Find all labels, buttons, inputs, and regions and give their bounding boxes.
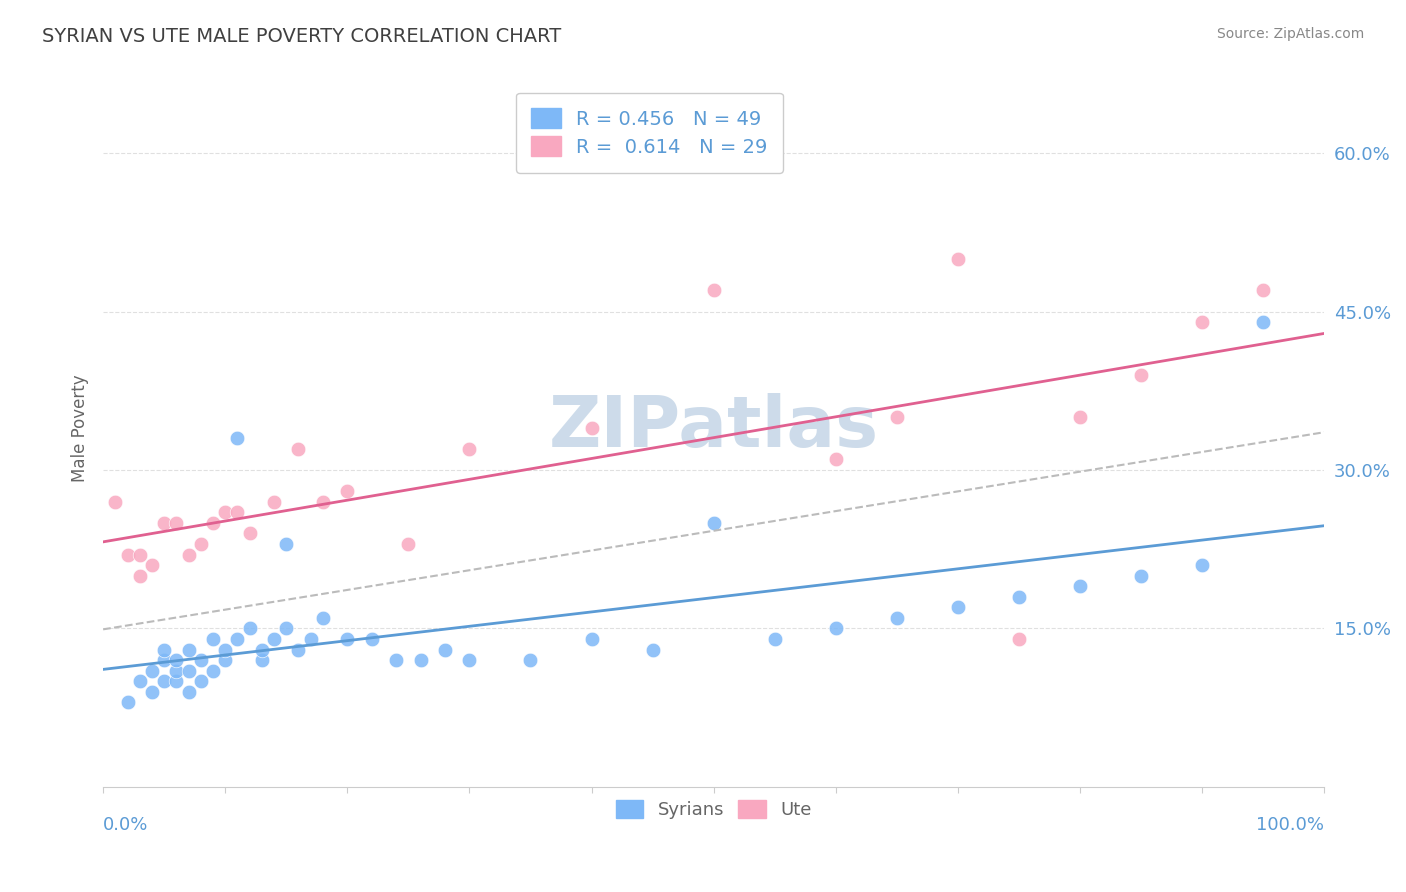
Point — [1191, 558, 1213, 572]
Point — [287, 642, 309, 657]
Point — [385, 653, 408, 667]
Point — [141, 685, 163, 699]
Point — [190, 653, 212, 667]
Point — [1251, 315, 1274, 329]
Point — [824, 452, 846, 467]
Point — [153, 653, 176, 667]
Point — [946, 600, 969, 615]
Point — [276, 622, 298, 636]
Point — [153, 642, 176, 657]
Point — [239, 526, 262, 541]
Point — [1008, 590, 1031, 604]
Point — [165, 653, 187, 667]
Point — [190, 537, 212, 551]
Point — [165, 664, 187, 678]
Point — [519, 653, 541, 667]
Point — [117, 695, 139, 709]
Point — [104, 494, 127, 508]
Point — [886, 611, 908, 625]
Point — [239, 622, 262, 636]
Point — [141, 664, 163, 678]
Point — [202, 516, 225, 530]
Point — [117, 548, 139, 562]
Point — [165, 674, 187, 689]
Point — [202, 632, 225, 646]
Legend: Syrians, Ute: Syrians, Ute — [607, 791, 820, 828]
Text: 100.0%: 100.0% — [1256, 815, 1324, 834]
Point — [165, 516, 187, 530]
Point — [312, 494, 335, 508]
Point — [299, 632, 322, 646]
Point — [458, 653, 481, 667]
Y-axis label: Male Poverty: Male Poverty — [72, 374, 89, 482]
Point — [226, 431, 249, 445]
Point — [1130, 568, 1153, 582]
Text: Source: ZipAtlas.com: Source: ZipAtlas.com — [1216, 27, 1364, 41]
Point — [641, 642, 664, 657]
Point — [153, 516, 176, 530]
Text: SYRIAN VS UTE MALE POVERTY CORRELATION CHART: SYRIAN VS UTE MALE POVERTY CORRELATION C… — [42, 27, 561, 45]
Point — [190, 674, 212, 689]
Point — [263, 632, 285, 646]
Point — [703, 516, 725, 530]
Point — [263, 494, 285, 508]
Point — [1069, 410, 1091, 425]
Point — [336, 484, 359, 499]
Point — [581, 632, 603, 646]
Point — [1251, 284, 1274, 298]
Point — [312, 611, 335, 625]
Point — [1069, 579, 1091, 593]
Point — [458, 442, 481, 456]
Point — [1191, 315, 1213, 329]
Point — [128, 548, 150, 562]
Point — [824, 622, 846, 636]
Point — [177, 548, 200, 562]
Point — [276, 537, 298, 551]
Point — [250, 653, 273, 667]
Point — [153, 674, 176, 689]
Point — [128, 674, 150, 689]
Point — [141, 558, 163, 572]
Point — [202, 664, 225, 678]
Point — [946, 252, 969, 266]
Point — [1008, 632, 1031, 646]
Text: ZIPatlas: ZIPatlas — [548, 393, 879, 462]
Point — [177, 685, 200, 699]
Point — [703, 284, 725, 298]
Point — [1130, 368, 1153, 382]
Point — [214, 505, 236, 519]
Point — [177, 664, 200, 678]
Point — [177, 642, 200, 657]
Point — [250, 642, 273, 657]
Point — [128, 568, 150, 582]
Point — [214, 653, 236, 667]
Point — [763, 632, 786, 646]
Text: 0.0%: 0.0% — [103, 815, 149, 834]
Point — [226, 505, 249, 519]
Point — [581, 421, 603, 435]
Point — [360, 632, 382, 646]
Point — [409, 653, 432, 667]
Point — [287, 442, 309, 456]
Point — [226, 632, 249, 646]
Point — [336, 632, 359, 646]
Point — [396, 537, 419, 551]
Point — [434, 642, 457, 657]
Point — [214, 642, 236, 657]
Point — [886, 410, 908, 425]
